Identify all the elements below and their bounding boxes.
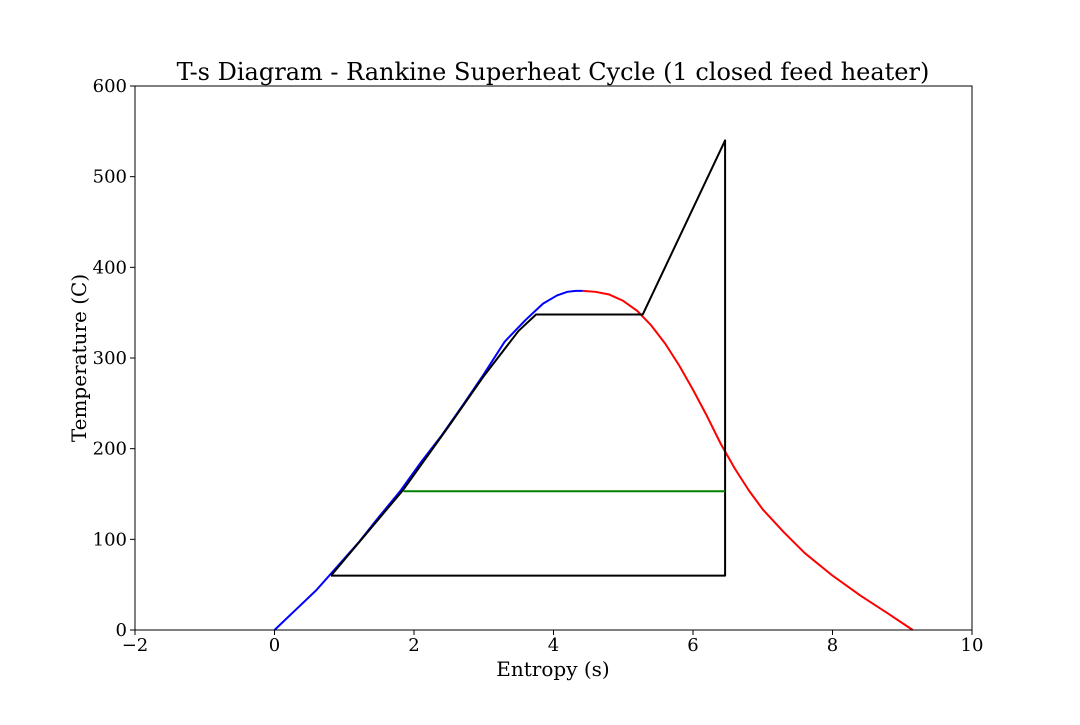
x-tick-label-0: −2 (122, 635, 149, 656)
plot-frame (134, 85, 973, 631)
x-tick-label-4: 6 (687, 635, 698, 656)
x-tick-label-5: 8 (827, 635, 838, 656)
y-tick-label-5: 500 (93, 167, 127, 188)
chart-title: T-s Diagram - Rankine Superheat Cycle (1… (177, 58, 930, 86)
series-line-2 (330, 139, 727, 577)
x-axis-label: Entropy (s) (496, 657, 609, 681)
x-tick-label-3: 4 (548, 635, 559, 656)
x-tick-label-2: 2 (408, 635, 419, 656)
y-tick-label-2: 200 (93, 439, 127, 460)
y-tick-label-1: 100 (93, 529, 127, 550)
series-line-1 (582, 289, 914, 631)
y-tick-label-0: 0 (116, 620, 127, 641)
x-tick-label-1: 0 (269, 635, 280, 656)
y-tick-label-4: 400 (93, 257, 127, 278)
series-layer (273, 139, 914, 631)
y-tick-label-6: 600 (93, 76, 127, 97)
y-tick-label-3: 300 (93, 348, 127, 369)
x-tick-label-6: 10 (961, 635, 984, 656)
y-axis-label: Temperature (C) (67, 274, 91, 442)
series-line-0 (273, 289, 583, 631)
